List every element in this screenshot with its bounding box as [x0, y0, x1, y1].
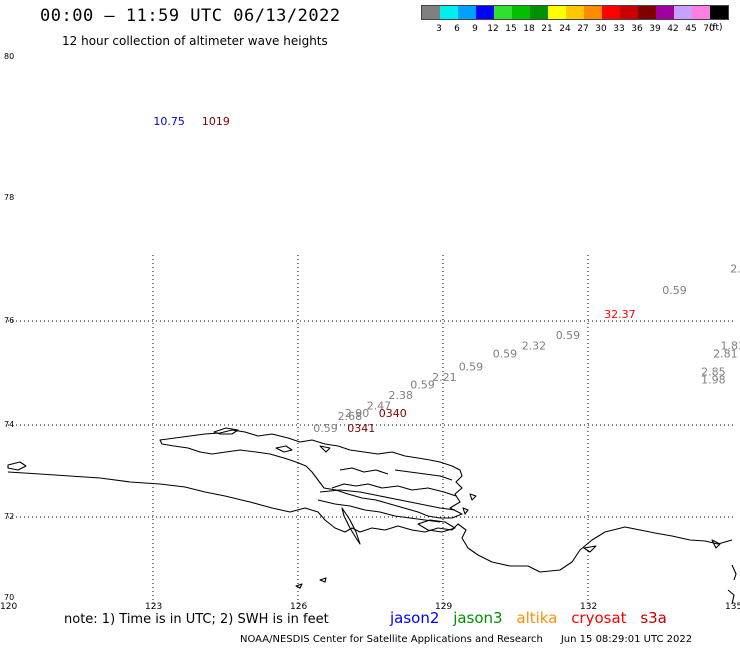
lon-label-129: 129	[435, 602, 452, 612]
legend-tick-label: 18	[523, 24, 535, 34]
coastline	[7, 427, 737, 605]
lat-label-80: 80	[4, 52, 14, 61]
legend-tick-label: 24	[559, 24, 571, 34]
legend-tick-label: 33	[613, 24, 625, 34]
lat-label-76: 76	[4, 316, 14, 325]
wave-height-label: 2.85	[701, 366, 726, 379]
satellite-altika: altika	[516, 609, 558, 627]
legend-swatch	[566, 6, 584, 19]
legend-tick-label: 39	[649, 24, 661, 34]
wave-height-label: 0.59	[662, 284, 687, 297]
lon-label-132: 132	[580, 602, 597, 612]
legend-swatch	[476, 6, 494, 19]
lat-label-72: 72	[4, 512, 14, 521]
credit-text: NOAA/NESDIS Center for Satellite Applica…	[240, 634, 543, 645]
wave-height-label: 2.90	[345, 407, 370, 420]
legend-tick-labels: 3 6 9 12 15 18 21 24 27 30 33 36 39 42 45 70	[421, 24, 729, 34]
legend-swatch	[530, 6, 548, 19]
wave-height-label: 2.47	[367, 399, 392, 412]
legend-tick-label: 70	[703, 24, 715, 34]
legend-unit: (ft)	[709, 23, 723, 33]
lat-label-70: 70	[4, 593, 14, 602]
wave-height-label: 10.75	[153, 115, 185, 128]
legend-swatch	[692, 6, 710, 19]
satellite-legend: jason2 jason3 altika cryosat s3a	[390, 609, 676, 627]
wave-height-label: 0340	[379, 407, 407, 420]
legend-tick-label: 27	[577, 24, 589, 34]
footer-note: note: 1) Time is in UTC; 2) SWH is in fe…	[64, 612, 329, 627]
legend-swatch	[638, 6, 656, 19]
wave-height-label: 0.59	[410, 379, 435, 392]
legend-tick-label: 9	[472, 24, 478, 34]
legend-swatch	[674, 6, 692, 19]
wave-height-label: 1019	[202, 115, 230, 128]
satellite-jason2: jason2	[390, 609, 440, 627]
legend-swatch	[602, 6, 620, 19]
legend-tick-label: 21	[541, 24, 553, 34]
legend-tick-label: 36	[631, 24, 643, 34]
lon-label-126: 126	[290, 602, 307, 612]
wave-height-label: 0341	[347, 422, 375, 435]
legend-swatch	[656, 6, 674, 19]
satellite-s3a: s3a	[640, 609, 667, 627]
wave-height-label: 0.59	[459, 360, 484, 373]
wave-height-label: 32.37	[604, 308, 636, 321]
legend-swatch	[710, 6, 728, 19]
legend-tick-label: 30	[595, 24, 607, 34]
wave-height-label: 2.3	[730, 263, 740, 276]
lat-label-74: 74	[4, 420, 14, 429]
lon-label-123: 123	[145, 602, 162, 612]
map-subtitle: 12 hour collection of altimeter wave hei…	[62, 34, 328, 48]
legend-tick-label: 6	[454, 24, 460, 34]
altimeter-observations: 10.7510192.30.5932.370.592.320.590.592.2…	[153, 115, 740, 435]
wave-height-label: 2.32	[522, 340, 547, 353]
wave-height-label: 2.38	[389, 389, 414, 402]
map-title: 00:00 – 11:59 UTC 06/13/2022	[40, 6, 341, 26]
wave-height-label: 2.68	[338, 410, 363, 423]
generated-timestamp: Jun 15 08:29:01 UTC 2022	[560, 634, 693, 645]
wave-height-label: 0.59	[556, 329, 581, 342]
legend-swatch	[458, 6, 476, 19]
legend-swatch	[584, 6, 602, 19]
legend-swatch	[494, 6, 512, 19]
lon-label-120: 120	[0, 602, 17, 612]
legend-swatch	[512, 6, 530, 19]
wave-height-label: 2.81	[713, 347, 738, 360]
lon-label-135: 135	[725, 602, 740, 612]
satellite-jason3: jason3	[453, 609, 503, 627]
legend-tick-label: 45	[685, 24, 697, 34]
legend-swatch	[440, 6, 458, 19]
legend-tick-label: 3	[436, 24, 442, 34]
legend-swatch	[620, 6, 638, 19]
legend-tick-label: 12	[487, 24, 499, 34]
credit-line: NOAA/NESDIS Center for Satellite Applica…	[240, 634, 692, 645]
legend-swatch	[422, 6, 440, 19]
wave-height-label: 1.98	[701, 373, 726, 386]
legend-tick-label: 15	[505, 24, 517, 34]
legend-tick-label: 42	[667, 24, 679, 34]
wave-height-label: 0.59	[313, 422, 338, 435]
legend-swatch	[548, 6, 566, 19]
legend-color-bar	[421, 5, 729, 20]
wave-height-label: 0.59	[493, 347, 518, 360]
wave-height-label: 1.83	[721, 340, 740, 353]
wave-height-label: 2.21	[432, 371, 457, 384]
wave-height-color-legend: 3 6 9 12 15 18 21 24 27 30 33 36 39 42 45 70 (ft)	[421, 5, 729, 34]
lat-label-78: 78	[4, 193, 14, 202]
satellite-cryosat: cryosat	[571, 609, 627, 627]
